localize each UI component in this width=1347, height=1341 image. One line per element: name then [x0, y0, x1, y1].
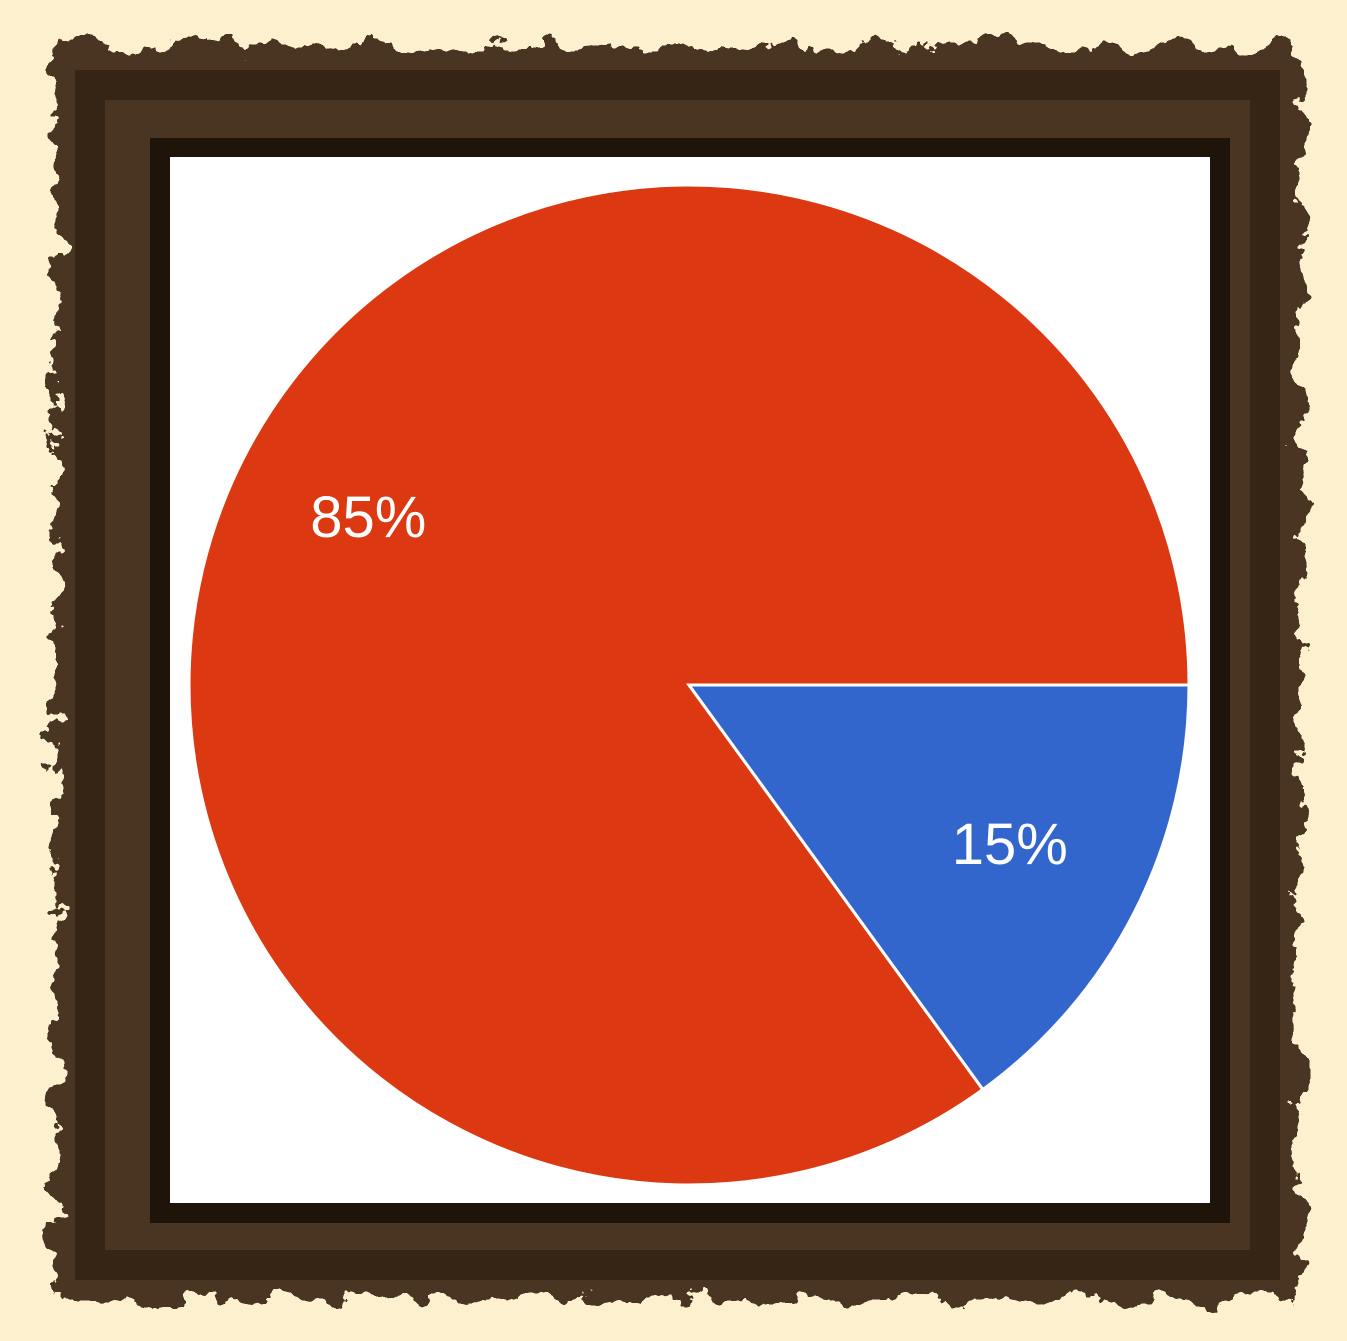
pie: 85% 15% [187, 183, 1191, 1187]
slice-label: 85% [310, 485, 426, 550]
frame-shade [75, 70, 1280, 1280]
pie-slice [686, 683, 1191, 1092]
slice-label: 15% [952, 812, 1068, 877]
